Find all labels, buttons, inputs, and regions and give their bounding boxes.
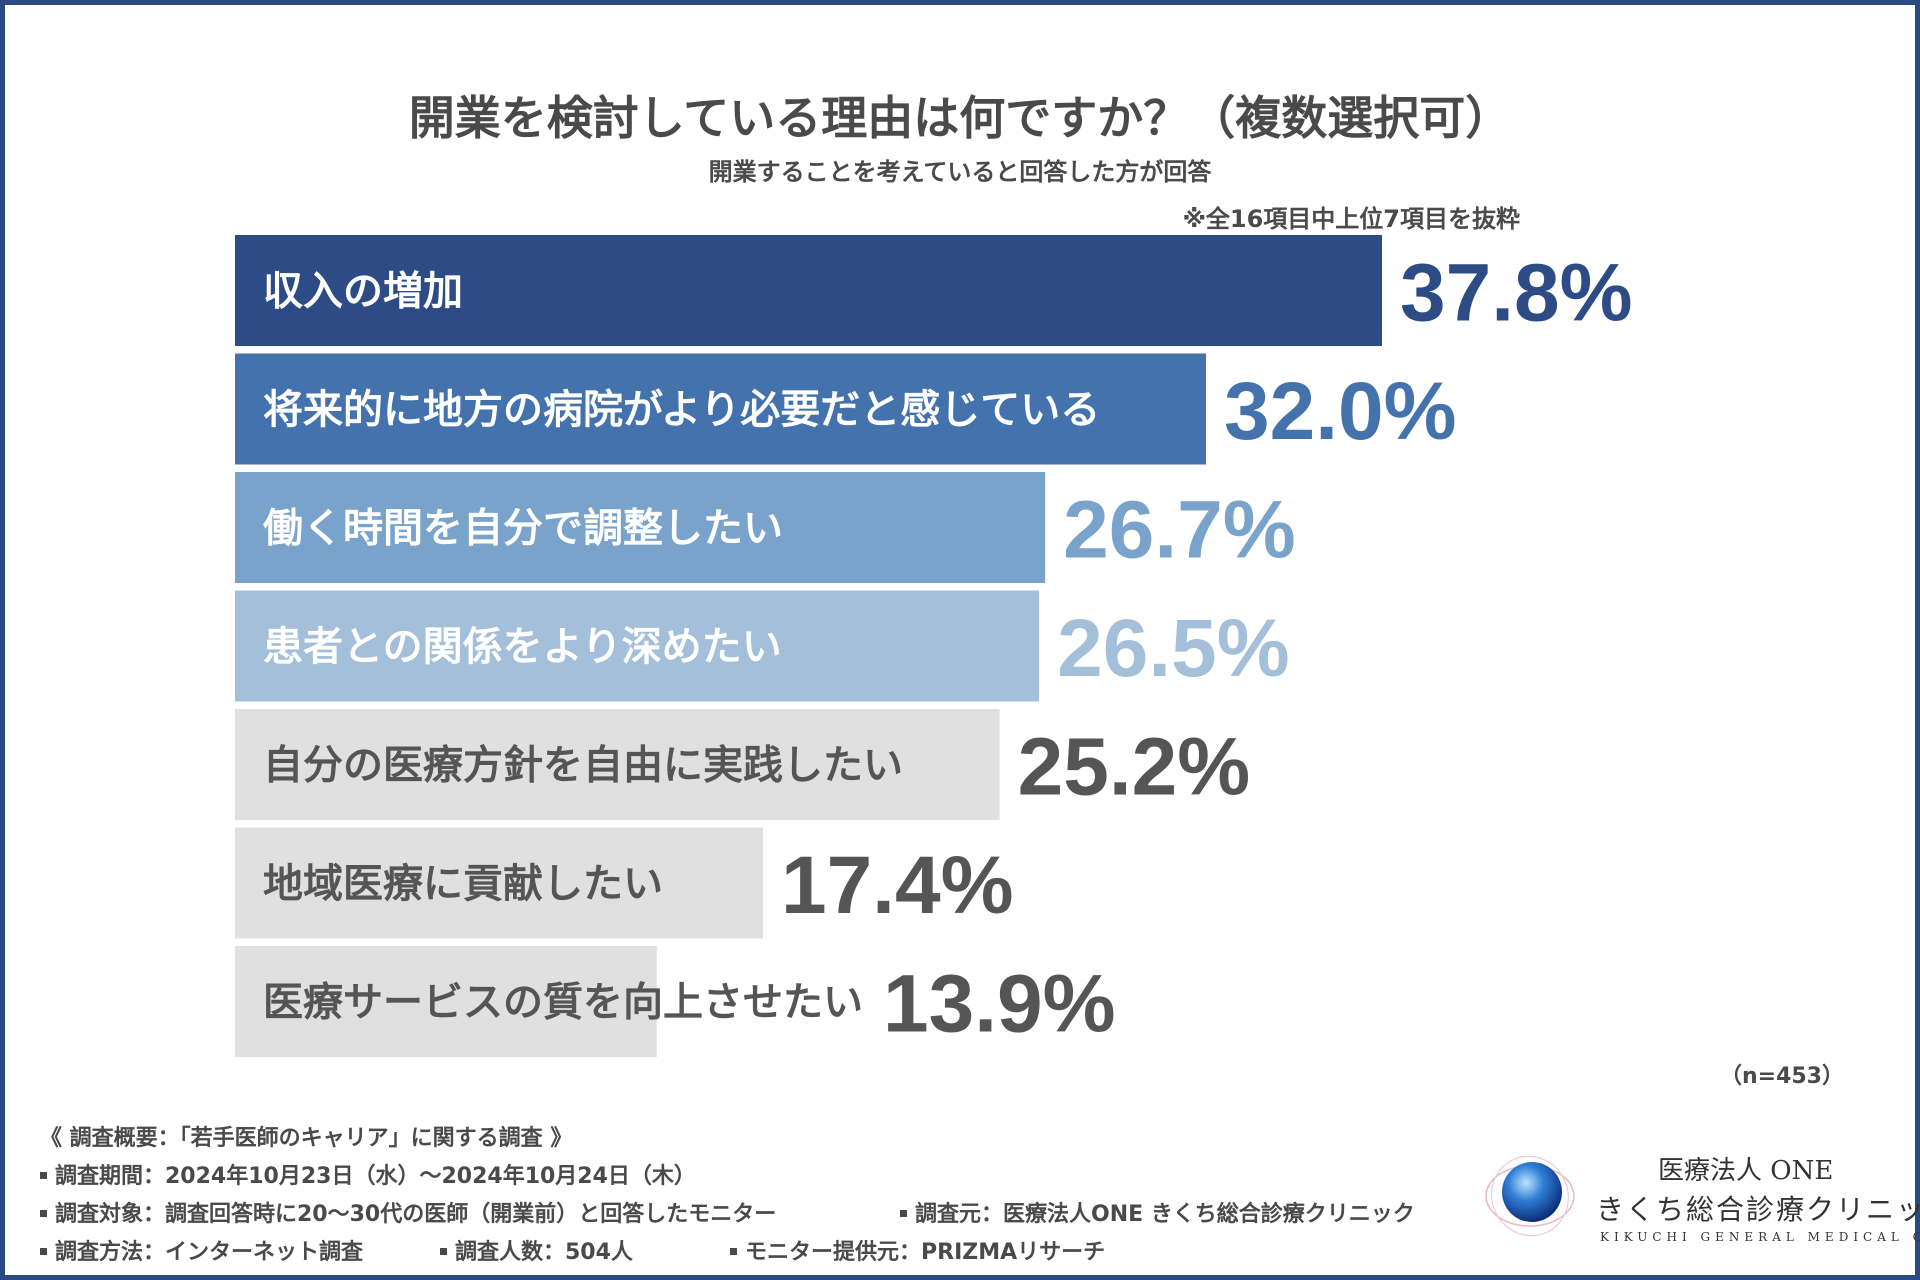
value-label-4: 26.5% bbox=[1057, 603, 1290, 694]
logo-english: KIKUCHI GENERAL MEDICAL CLINIC bbox=[1600, 1230, 1920, 1244]
survey-target-row: 調査対象：調査回答時に20〜30代の医師（開業前）と回答したモニター 調査元：医療… bbox=[40, 1196, 1415, 1234]
value-label-2: 32.0% bbox=[1224, 366, 1457, 457]
bar-6 bbox=[235, 827, 763, 939]
bar-5 bbox=[235, 709, 1000, 820]
logo-org: 医療法人 ONE bbox=[1658, 1156, 1834, 1186]
survey-overview: 《 調査概要：「若手医師のキャリア」に関する調査 》 調査期間：2024年10月… bbox=[40, 1120, 1415, 1272]
bar-7 bbox=[235, 946, 657, 1057]
survey-method-row: 調査方法：インターネット調査 調査人数：504人 モニター提供元：PRIZMAリサー… bbox=[40, 1234, 1415, 1272]
value-label-3: 26.7% bbox=[1063, 485, 1296, 576]
value-label-6: 17.4% bbox=[781, 840, 1014, 931]
category-label-5: 自分の医療方針を自由に実践したい bbox=[263, 743, 903, 789]
survey-heading: 《 調査概要：「若手医師のキャリア」に関する調査 》 bbox=[40, 1126, 573, 1151]
survey-period: 調査期間：2024年10月23日（水）〜2024年10月24日（木） bbox=[55, 1164, 696, 1189]
survey-method: 調査方法：インターネット調査 bbox=[55, 1240, 364, 1265]
bar-4 bbox=[235, 590, 1040, 702]
value-label-7: 13.9% bbox=[883, 959, 1116, 1050]
category-label-2: 将来的に地方の病院がより必要だと感じている bbox=[263, 387, 1100, 433]
bar-2 bbox=[235, 353, 1207, 465]
sample-size: （n=453） bbox=[1719, 1064, 1844, 1089]
survey-source: 調査元：医療法人ONE きくち総合診療クリニック bbox=[915, 1202, 1415, 1227]
bar-3 bbox=[235, 472, 1046, 583]
survey-period-row: 調査期間：2024年10月23日（水）〜2024年10月24日（木） bbox=[40, 1158, 1415, 1196]
survey-target: 調査対象：調査回答時に20〜30代の医師（開業前）と回答したモニター bbox=[55, 1202, 777, 1227]
value-label-1: 37.8% bbox=[1400, 248, 1633, 339]
category-label-1: 収入の増加 bbox=[263, 269, 463, 315]
value-label-5: 25.2% bbox=[1018, 722, 1251, 813]
category-label-6: 地域医療に貢献したい bbox=[263, 861, 663, 907]
chart-title: 開業を検討している理由は何ですか？（複数選択可） bbox=[408, 91, 1512, 145]
survey-provider: モニター提供元：PRIZMAリサーチ bbox=[745, 1240, 1106, 1265]
bar-1 bbox=[235, 235, 1382, 346]
globe-icon bbox=[1485, 1155, 1575, 1237]
chart-note: ※全16項目中上位7項目を抜粋 bbox=[1182, 205, 1520, 233]
category-label-7: 医療サービスの質を向上させたい bbox=[263, 980, 863, 1026]
chart-subtitle: 開業することを考えていると回答した方が回答 bbox=[708, 158, 1212, 186]
category-label-3: 働く時間を自分で調整したい bbox=[263, 506, 783, 552]
category-label-4: 患者との関係をより深めたい bbox=[263, 624, 782, 670]
clinic-logo: 医療法人 ONE きくち総合診療クリニック KIKUCHI GENERAL ME… bbox=[1478, 1138, 1920, 1258]
logo-clinic: きくち総合診療クリニック bbox=[1596, 1193, 1920, 1226]
survey-count: 調査人数：504人 bbox=[455, 1240, 633, 1265]
